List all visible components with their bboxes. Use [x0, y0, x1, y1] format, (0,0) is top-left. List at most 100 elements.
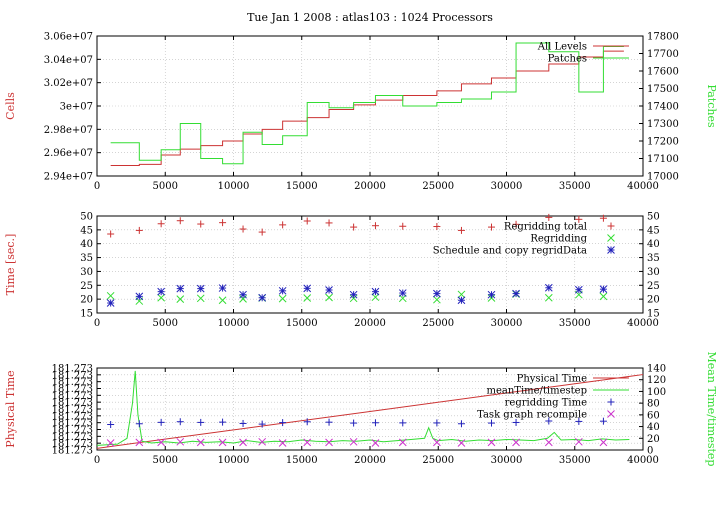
data-point-3-4 — [135, 438, 144, 447]
data-point-3-3 — [219, 418, 227, 426]
data-point-3-4 — [398, 438, 407, 447]
y-tick-label: 45 — [80, 225, 93, 236]
y-tick-label: 3.06e+07 — [44, 32, 93, 43]
data-point-2-2 — [349, 294, 358, 303]
y2-tick-label: 100 — [647, 387, 666, 398]
y2-tick-label: 20 — [647, 434, 660, 445]
data-point-2-1 — [399, 222, 407, 230]
series-line-1-1 — [110, 50, 624, 166]
y2-axis-label: Patches — [705, 84, 718, 128]
data-point-2-2 — [176, 295, 185, 303]
data-point-2-1 — [219, 219, 227, 227]
data-point-2-3 — [325, 286, 333, 294]
y2-tick-label: 30 — [647, 267, 660, 278]
data-point-2-3 — [371, 287, 380, 296]
data-point-2-3 — [544, 283, 553, 292]
legend-label: Task graph recompile — [477, 410, 587, 421]
data-point-3-4 — [574, 437, 583, 446]
legend-label: Patches — [548, 54, 587, 65]
data-point-2-3 — [239, 290, 247, 299]
y2-tick-label: 17800 — [647, 32, 679, 43]
data-point-3-3 — [325, 418, 333, 426]
x-tick-label: 15000 — [286, 181, 318, 192]
data-point-3-3 — [433, 419, 441, 427]
y-tick-label: 2.98e+07 — [44, 125, 93, 136]
data-point-3-3 — [545, 417, 553, 425]
data-point-3-4 — [433, 438, 441, 447]
y-tick-label: 3e+07 — [60, 102, 93, 113]
data-point-3-4 — [303, 438, 312, 447]
x-tick-label: 5000 — [153, 318, 178, 329]
data-point-3-3 — [239, 419, 247, 427]
data-point-3-4 — [176, 437, 185, 446]
y-tick-label: 181.273 — [52, 405, 93, 416]
data-point-3-4 — [218, 438, 227, 447]
data-point-2-3 — [512, 289, 520, 298]
data-point-3-4 — [457, 439, 466, 447]
x-tick-label: 20000 — [354, 318, 386, 329]
data-point-2-1 — [176, 217, 184, 225]
data-point-3-3 — [399, 419, 407, 427]
x-tick-label: 40000 — [627, 181, 659, 192]
data-point-2-1 — [371, 222, 379, 230]
y2-tick-label: 40 — [647, 239, 660, 250]
y-tick-label: 181.273 — [52, 384, 93, 395]
legend-label: Regridding total — [504, 222, 587, 233]
y-tick-label: 181.273 — [52, 425, 93, 436]
data-point-3-3 — [197, 418, 205, 426]
y-tick-label: 2.96e+07 — [44, 148, 93, 159]
y2-tick-label: 17400 — [647, 102, 679, 113]
data-point-2-2 — [196, 294, 205, 303]
y2-tick-label: 17000 — [647, 172, 679, 183]
data-point-3-4 — [196, 438, 205, 447]
y2-tick-label: 45 — [647, 225, 660, 236]
legend-swatch — [607, 222, 615, 230]
legend-label: Regridding — [530, 234, 587, 245]
y2-tick-label: 120 — [647, 375, 666, 386]
data-point-3-4 — [599, 438, 608, 447]
data-point-3-4 — [487, 438, 496, 447]
y-tick-label: 181.273 — [52, 391, 93, 402]
data-point-2-3 — [278, 286, 287, 295]
data-point-3-3 — [303, 418, 311, 426]
y2-tick-label: 80 — [647, 399, 660, 410]
data-point-2-2 — [278, 294, 287, 303]
data-point-2-1 — [350, 223, 358, 231]
data-point-2-2 — [218, 296, 227, 305]
series-line-1-2 — [110, 42, 624, 165]
y2-tick-label: 50 — [647, 212, 660, 223]
y-axis-label: Time [sec.] — [4, 234, 17, 296]
data-point-2-3 — [349, 290, 358, 299]
y2-axis-label: Mean Time/timestep — [705, 352, 718, 467]
x-tick-label: 5000 — [153, 455, 178, 466]
data-point-2-3 — [218, 284, 227, 292]
data-point-2-3 — [599, 285, 608, 294]
data-point-2-2 — [457, 290, 466, 299]
y-tick-label: 30 — [80, 267, 93, 278]
y2-tick-label: 60 — [647, 410, 660, 421]
data-point-3-4 — [258, 437, 267, 446]
data-point-2-3 — [196, 284, 205, 293]
figure-title: Tue Jan 1 2008 : atlas103 : 1024 Process… — [247, 11, 493, 24]
y-tick-label: 181.273 — [52, 418, 93, 429]
data-point-3-3 — [350, 419, 358, 427]
data-point-2-2 — [599, 292, 608, 301]
x-tick-label: 25000 — [422, 181, 454, 192]
data-point-2-2 — [106, 291, 115, 300]
data-point-3-4 — [349, 437, 358, 446]
y-tick-label: 181.273 — [52, 439, 93, 450]
data-point-2-1 — [545, 213, 553, 221]
data-point-3-3 — [599, 417, 607, 425]
data-point-2-1 — [575, 215, 583, 223]
chart-panel-2: 0 5000 10000 15000 20000 25000 30000 35000 40000… — [4, 212, 660, 330]
y-tick-label: 3.02e+07 — [44, 78, 93, 89]
data-point-2-1 — [107, 230, 115, 238]
data-point-2-3 — [157, 287, 166, 296]
y-tick-label: 181.273 — [52, 432, 93, 443]
data-point-3-4 — [512, 438, 520, 447]
data-point-2-3 — [398, 289, 407, 297]
x-tick-label: 30000 — [491, 455, 523, 466]
chart-panel-1: 0 5000 10000 15000 20000 25000 30000 35000 40000… — [4, 32, 718, 193]
data-point-2-3 — [574, 285, 583, 294]
data-point-2-3 — [457, 296, 466, 305]
